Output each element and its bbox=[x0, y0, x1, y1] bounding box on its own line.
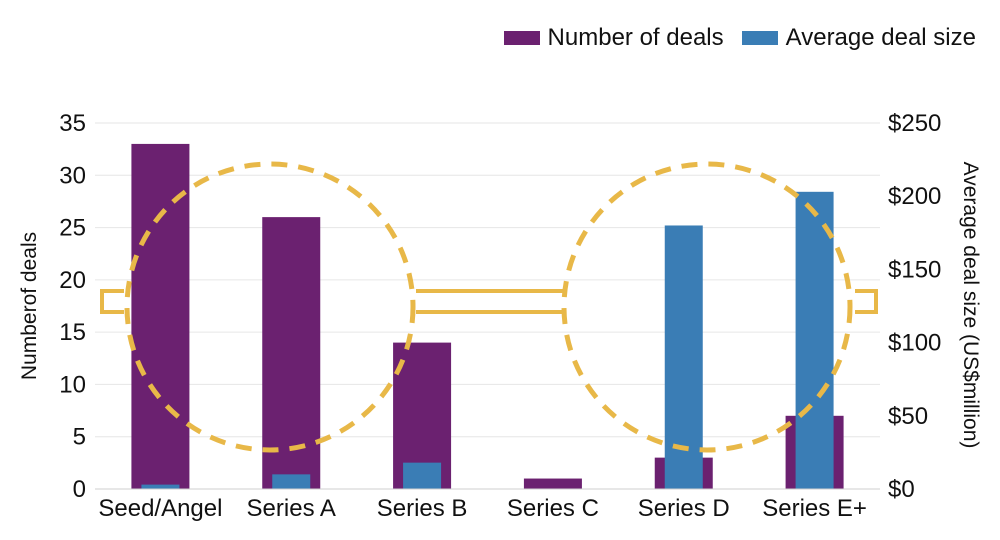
y-tick-label-right: $250 bbox=[888, 110, 941, 137]
x-tick-label: Series A bbox=[247, 495, 336, 522]
y-tick-label-right: $50 bbox=[888, 403, 928, 430]
chart-legend: Number of deals Average deal size bbox=[503, 24, 976, 52]
y-tick-label-right: $0 bbox=[888, 476, 915, 503]
y-tick-label-left: 20 bbox=[59, 267, 86, 294]
bar-avg-size bbox=[272, 474, 311, 489]
y-tick-label-left: 15 bbox=[59, 319, 86, 346]
x-tick-label: Series D bbox=[638, 495, 730, 522]
bar-avg-size bbox=[403, 462, 442, 489]
y-tick-label-left: 5 bbox=[73, 424, 86, 451]
x-tick-label: Series C bbox=[507, 495, 599, 522]
y-tick-label-left: 0 bbox=[73, 476, 86, 503]
bar-deals bbox=[523, 478, 582, 489]
legend-swatch-avg-size bbox=[741, 31, 778, 45]
legend-label-deals: Number of deals bbox=[547, 24, 724, 51]
legend-swatch-deals bbox=[503, 31, 540, 45]
legend-label-avg-size: Average deal size bbox=[785, 24, 976, 51]
x-tick-label: Seed/Angel bbox=[98, 495, 222, 522]
annotation-circle-left bbox=[124, 161, 416, 453]
y-tick-label-right: $100 bbox=[888, 330, 941, 357]
bar-avg-size bbox=[141, 484, 180, 489]
annotation-bracket-left bbox=[100, 289, 124, 314]
legend-item-avg-size: Average deal size bbox=[741, 24, 976, 52]
y-tick-label-left: 10 bbox=[59, 371, 86, 398]
x-tick-label: Series E+ bbox=[762, 495, 867, 522]
annotation-bracket-right bbox=[855, 289, 878, 314]
legend-item-deals: Number of deals bbox=[503, 24, 724, 52]
y-tick-label-left: 35 bbox=[59, 110, 86, 137]
annotation-circle-right bbox=[561, 161, 853, 453]
bar-avg-size bbox=[664, 225, 703, 490]
y-tick-label-right: $150 bbox=[888, 256, 941, 283]
y-axis-title-right: Average deal size (US$million) bbox=[959, 162, 982, 449]
y-tick-label-left: 30 bbox=[59, 162, 86, 189]
x-tick-label: Series B bbox=[377, 495, 468, 522]
bar-deals bbox=[262, 217, 321, 489]
y-axis-title-left: Numberof deals bbox=[18, 232, 41, 380]
y-tick-label-left: 25 bbox=[59, 215, 86, 242]
y-tick-label-right: $200 bbox=[888, 183, 941, 210]
bar-deals bbox=[131, 143, 190, 489]
bar-avg-size bbox=[795, 191, 834, 490]
